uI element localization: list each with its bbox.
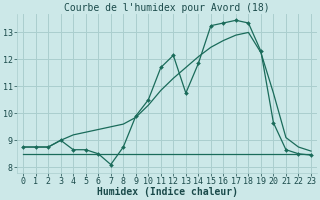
Title: Courbe de l'humidex pour Avord (18): Courbe de l'humidex pour Avord (18) bbox=[64, 3, 270, 13]
X-axis label: Humidex (Indice chaleur): Humidex (Indice chaleur) bbox=[97, 187, 237, 197]
